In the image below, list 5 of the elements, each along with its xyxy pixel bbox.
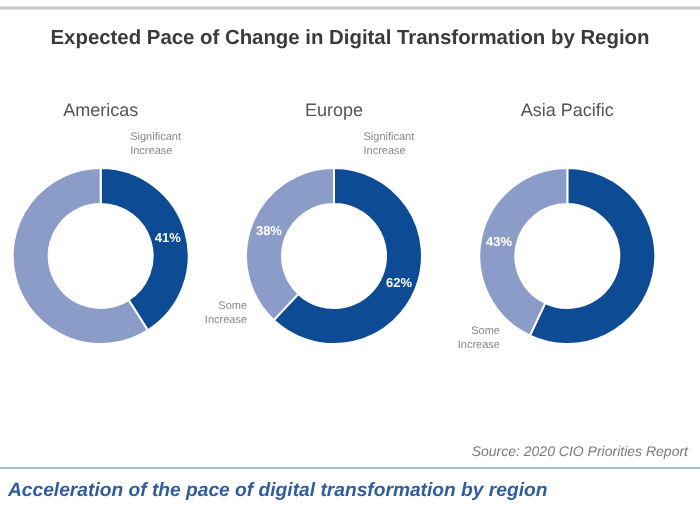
chart-title: Asia Pacific bbox=[520, 100, 615, 120]
text: Expected Pace of Change in Digital Transformation by Region bbox=[50, 28, 650, 50]
text: Acceleration of the pace of digital transformation by region bbox=[6, 480, 548, 502]
chart-title: Americas bbox=[63, 100, 140, 120]
chart-title: Europe bbox=[304, 100, 364, 120]
